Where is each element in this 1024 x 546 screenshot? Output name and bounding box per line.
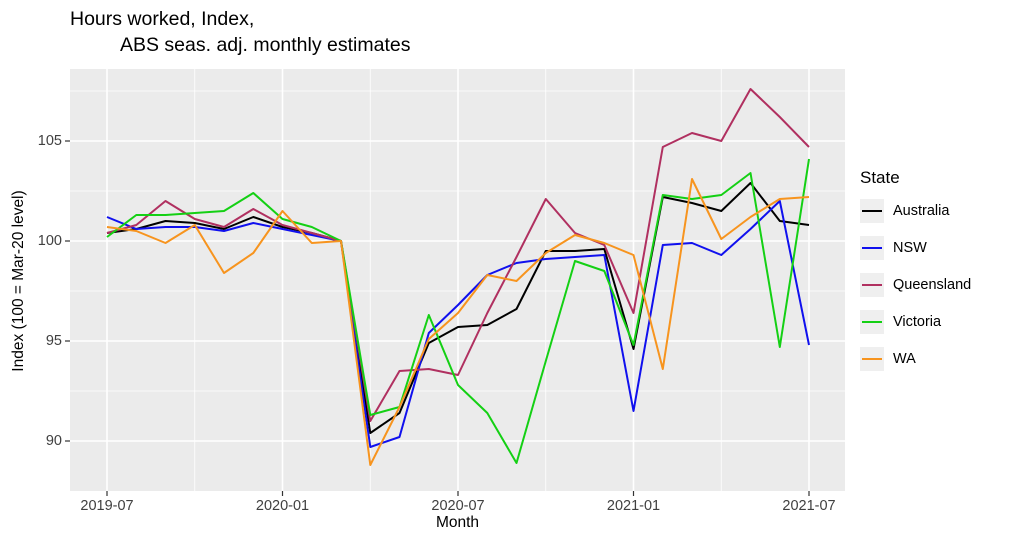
y-axis-label: Index (100 = Mar-20 level) [10,190,27,372]
legend-item-wa: WA [860,347,1024,371]
legend-label: NSW [893,240,927,256]
legend-label: Victoria [893,314,942,330]
legend: State Australia NSW Queensland Victoria WA [860,168,1024,384]
legend-key-line [862,321,882,323]
chart-title: Hours worked, Index, ABS seas. adj. mont… [70,6,410,58]
legend-key-icon [860,236,884,260]
legend-item-nsw: NSW [860,236,1024,260]
x-tick-label: 2021-01 [606,498,661,514]
legend-key-line [862,284,882,286]
legend-item-victoria: Victoria [860,310,1024,334]
x-tick-label: 2019-07 [80,498,134,514]
y-tick-label: 100 [37,233,62,249]
y-tick-label: 105 [37,133,62,149]
line-australia [106,182,810,434]
line-nsw [106,200,810,448]
legend-key-icon [860,347,884,371]
legend-key-line [862,358,882,360]
legend-key-line [862,210,882,212]
legend-label: WA [893,351,916,367]
line-queensland [106,88,810,422]
x-tick-label: 2020-01 [255,498,310,514]
x-tick-label: 2021-07 [782,498,836,514]
legend-key-icon [860,199,884,223]
legend-key-line [862,247,882,249]
legend-key-icon [860,273,884,297]
line-wa [106,178,810,466]
x-axis-label: Month [435,514,480,531]
legend-label: Queensland [893,277,972,293]
chart-title-line1: Hours worked, Index, [70,8,255,30]
legend-title: State [860,168,900,187]
chart-title-line2: ABS seas. adj. monthly estimates [120,34,411,56]
x-tick-label: 2020-07 [431,498,485,514]
legend-key-icon [860,310,884,334]
y-tick-label: 90 [45,433,62,449]
legend-item-australia: Australia [860,199,1024,223]
legend-item-queensland: Queensland [860,273,1024,297]
legend-items: Australia NSW Queensland Victoria WA [860,199,1024,371]
legend-label: Australia [893,203,950,219]
line-victoria [106,158,810,464]
y-tick-label: 95 [45,333,62,349]
